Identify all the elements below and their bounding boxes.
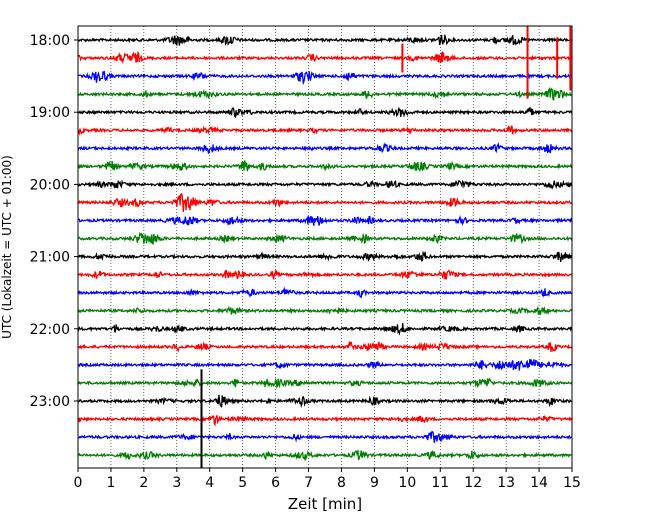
- seismogram-trace: [77, 160, 573, 173]
- x-tick-label: 2: [139, 475, 148, 491]
- seismogram-trace: [77, 377, 573, 390]
- seismogram-trace: [77, 70, 573, 86]
- seismogram-trace: [77, 231, 573, 245]
- x-tick-label: 12: [464, 475, 482, 491]
- x-tick-label: 1: [106, 475, 115, 491]
- x-tick-label: 9: [370, 475, 379, 491]
- seismogram-trace: [77, 358, 573, 371]
- y-tick-label: 19:00: [30, 105, 70, 121]
- x-tick-label: 5: [238, 475, 247, 491]
- x-tick-label: 10: [398, 475, 416, 491]
- seismogram-trace: [77, 34, 573, 46]
- x-tick-label: 0: [74, 475, 83, 491]
- x-tick-label: 15: [563, 475, 581, 491]
- y-tick-label: 23:00: [30, 394, 70, 410]
- y-tick-label: 21:00: [30, 250, 70, 266]
- seismogram-trace: [77, 141, 573, 155]
- x-tick-label: 11: [431, 475, 449, 491]
- y-axis: 18:00 19:00 20:00 21:00 22:00 23:00: [30, 33, 78, 410]
- x-tick-label: 7: [304, 475, 313, 491]
- seismogram-trace: [77, 268, 573, 280]
- x-tick-label: 8: [337, 475, 346, 491]
- y-axis-label: UTC (Lokalzeit = UTC + 01:00): [0, 155, 14, 339]
- x-tick-label: 4: [205, 475, 214, 491]
- seismogram-traces: [77, 26, 573, 468]
- seismogram-trace: [77, 50, 573, 65]
- x-tick-label: 6: [271, 475, 280, 491]
- seismogram-trace: [77, 340, 573, 353]
- x-tick-label: 13: [497, 475, 515, 491]
- seismogram-trace: [77, 305, 573, 316]
- seismogram-trace: [77, 394, 573, 409]
- seismogram-trace: [77, 250, 573, 263]
- seismogram-trace: [77, 107, 573, 119]
- x-axis: 0 1 2 3 4 5 6 7 8 9 10 11 12 13 14 15: [74, 468, 581, 491]
- seismogram-trace: [77, 125, 573, 136]
- x-tick-label: 14: [530, 475, 548, 491]
- seismogram-trace: [77, 179, 573, 190]
- seismogram-trace: [77, 450, 573, 462]
- seismogram-trace: [77, 86, 573, 101]
- seismogram-trace: [77, 430, 573, 443]
- seismogram-trace: [77, 414, 573, 427]
- seismogram-trace: [77, 286, 573, 299]
- y-tick-label: 18:00: [30, 33, 70, 49]
- plot-frame: [77, 25, 573, 469]
- y-tick-label: 22:00: [30, 322, 70, 338]
- x-tick-label: 3: [172, 475, 181, 491]
- seismogram-trace: [77, 193, 573, 212]
- y-tick-label: 20:00: [30, 177, 70, 193]
- x-axis-label: Zeit [min]: [288, 495, 362, 513]
- seismogram-trace: [77, 323, 573, 336]
- seismogram-trace: [77, 215, 573, 227]
